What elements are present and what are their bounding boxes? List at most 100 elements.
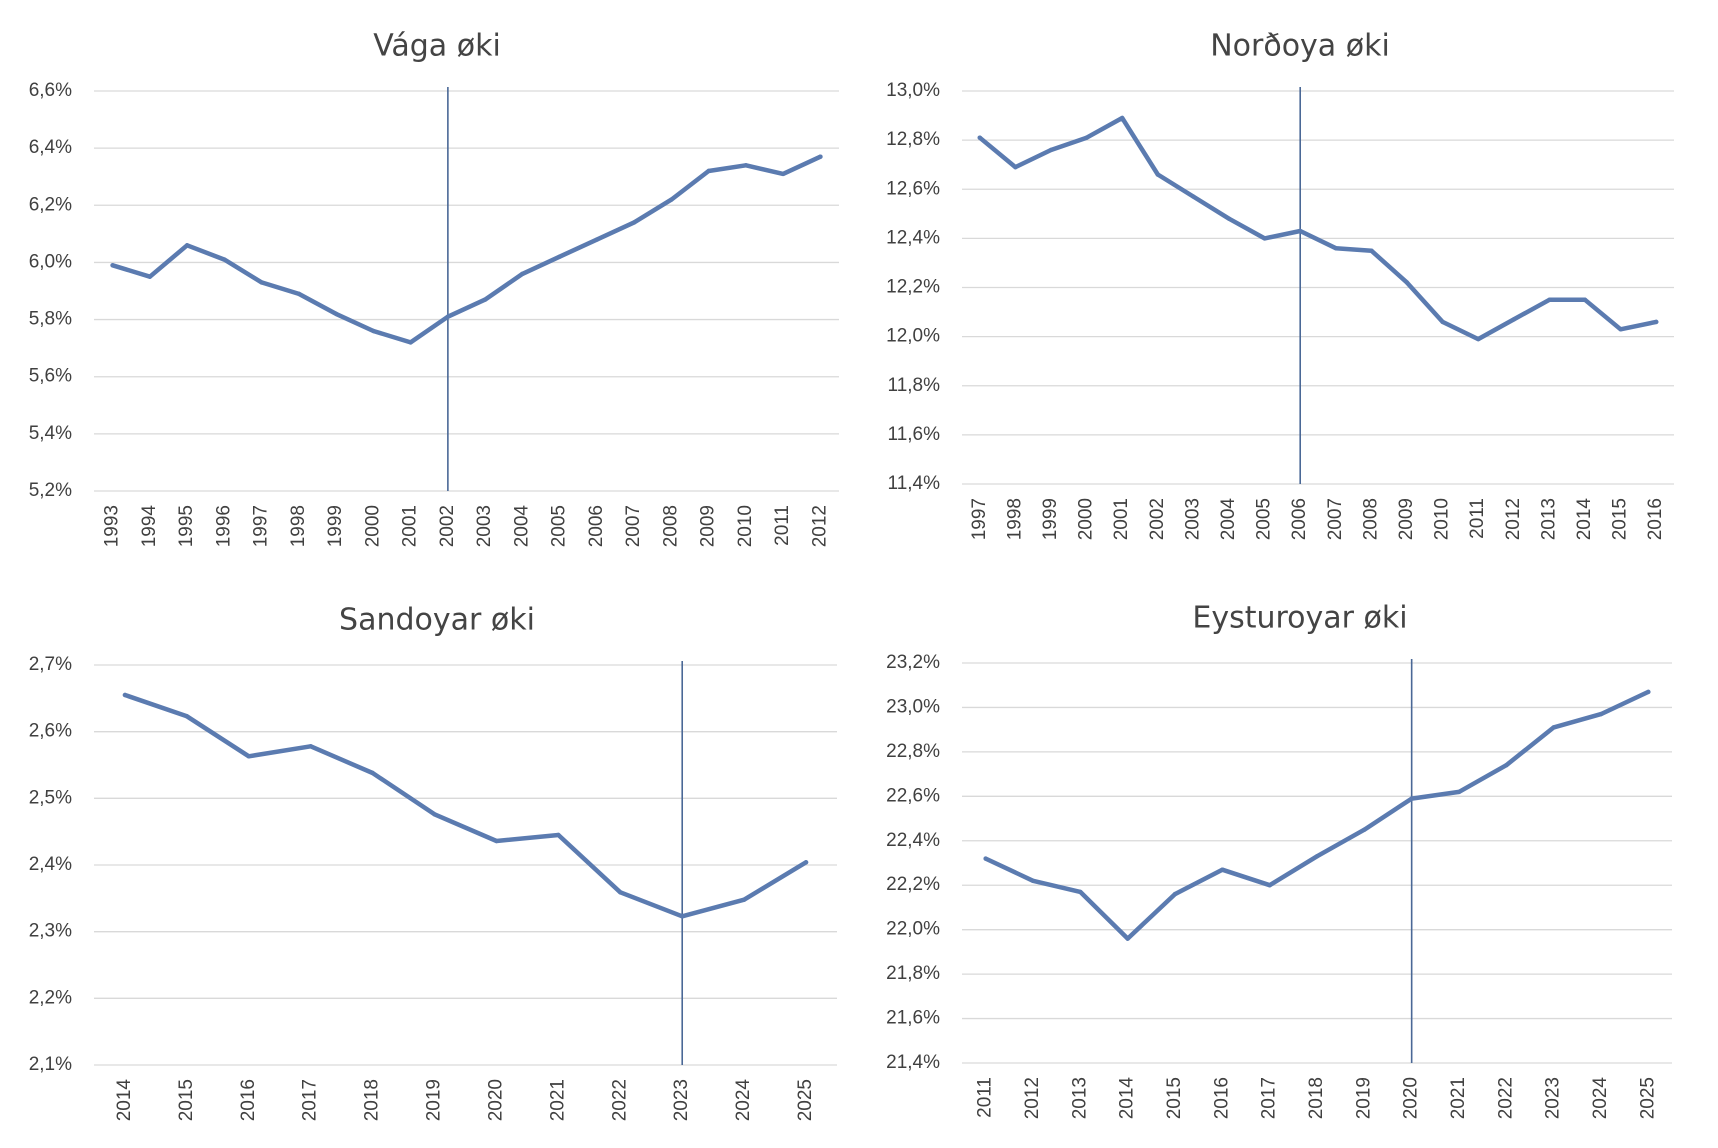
- y-tick-label: 11,8%: [888, 375, 941, 396]
- data-point: [1048, 147, 1054, 153]
- x-tick-label: 2001: [1111, 498, 1132, 540]
- y-tick-label: 12,0%: [886, 326, 940, 347]
- data-point: [556, 832, 561, 838]
- x-tick-label: 2011: [975, 1077, 996, 1118]
- x-tick-label: 2006: [1289, 498, 1310, 540]
- data-point: [1155, 172, 1160, 177]
- data-point: [1267, 883, 1272, 888]
- chart-nordoya-svg: Norðoya øki 13,0% 12,8% 12,6% 12,4% 12,2% 12,0…: [886, 29, 1674, 540]
- x-tick-label: 2023: [671, 1079, 692, 1121]
- x-tick-label: 1999: [1040, 498, 1061, 540]
- y-tick-label: 21,4%: [886, 1052, 940, 1073]
- y-tick-label: 2,5%: [29, 787, 72, 808]
- x-tick-label: 2014: [114, 1079, 135, 1122]
- x-tick-label: 2010: [735, 505, 756, 547]
- x-tick-label: 2019: [424, 1079, 445, 1121]
- data-point: [408, 340, 413, 345]
- y-tick-label: 21,8%: [886, 963, 940, 984]
- x-tick-label: 2005: [1254, 498, 1275, 540]
- y-tick-label: 11,6%: [888, 424, 941, 445]
- y-tick-label: 2,4%: [29, 854, 72, 875]
- x-tick-label: 2012: [1022, 1077, 1043, 1119]
- x-tick-label: 2005: [549, 505, 570, 547]
- series-line: [122, 692, 809, 919]
- series-line: [983, 689, 1651, 941]
- data-point: [370, 770, 375, 776]
- series-line: [977, 115, 1659, 342]
- y-tick-label: 2,6%: [29, 721, 72, 742]
- x-tick-label: 1994: [139, 505, 160, 548]
- y-tick-label: 2,1%: [29, 1054, 72, 1075]
- data-point: [780, 171, 786, 177]
- data-point: [743, 163, 749, 168]
- data-point: [1456, 789, 1462, 795]
- data-point: [147, 274, 153, 279]
- x-tick-label: 1997: [969, 498, 990, 540]
- x-tick-label: 2011: [772, 505, 793, 546]
- data-point: [222, 257, 227, 262]
- data-point: [1440, 319, 1445, 325]
- data-point: [1646, 689, 1651, 695]
- chart-eysturoyar: Eysturoyar øki 23,2% 23,0% 22,8% 22,6% 22,4% 2…: [859, 574, 1718, 1148]
- data-point: [296, 291, 302, 297]
- x-tick-label: 2015: [1164, 1077, 1185, 1119]
- x-tick-label: 2016: [1645, 498, 1666, 540]
- data-point: [371, 328, 376, 334]
- data-point: [977, 135, 982, 140]
- x-tick-label: 2010: [1432, 498, 1453, 540]
- y-tick-label: 23,2%: [886, 652, 940, 673]
- x-tick-label: 2014: [1117, 1077, 1138, 1120]
- x-tick-label: 2022: [1495, 1077, 1516, 1119]
- y-tick-label: 5,4%: [29, 423, 72, 444]
- data-point: [631, 220, 637, 225]
- x-tick-label: 2004: [511, 505, 532, 548]
- x-tick-label: 2001: [400, 505, 421, 547]
- chart-nordoya: Norðoya øki 13,0% 12,8% 12,6% 12,4% 12,2% 12,0…: [859, 0, 1718, 574]
- data-point: [669, 197, 674, 202]
- chart-eysturoyar-svg: Eysturoyar øki 23,2% 23,0% 22,8% 22,6% 22,4% 2…: [886, 601, 1672, 1120]
- y-tick-label: 6,4%: [29, 137, 72, 158]
- data-point: [1618, 327, 1623, 332]
- chart-title: Norðoya øki: [1210, 29, 1390, 64]
- data-point: [1120, 115, 1125, 121]
- y-tick-label: 22,2%: [886, 874, 940, 895]
- x-tick-label: 2003: [1182, 498, 1203, 540]
- y-tick-label: 6,6%: [29, 80, 72, 101]
- y-tick-label: 22,6%: [886, 785, 940, 806]
- x-tick-label: 2023: [1543, 1077, 1564, 1119]
- data-point: [1226, 216, 1232, 221]
- x-tick-label: 2020: [1401, 1077, 1422, 1119]
- data-point: [110, 263, 115, 268]
- x-tick-label: 2008: [660, 505, 681, 547]
- x-tick-label: 2009: [1396, 498, 1417, 540]
- y-tick-label: 21,6%: [886, 1008, 940, 1029]
- data-point: [259, 280, 264, 285]
- data-point: [184, 243, 190, 248]
- data-point: [1547, 297, 1552, 302]
- data-point: [122, 692, 128, 698]
- data-point: [1191, 194, 1196, 199]
- data-point: [1125, 936, 1130, 941]
- x-tick-label: 2013: [1069, 1077, 1090, 1119]
- y-tick-label: 5,8%: [29, 309, 72, 330]
- x-tick-label: 2011: [1467, 498, 1488, 539]
- data-point: [706, 168, 711, 174]
- data-point: [680, 914, 685, 919]
- y-tick-label: 2,3%: [29, 921, 72, 942]
- x-tick-label: 2002: [1147, 498, 1168, 540]
- x-tick-label: 2012: [1503, 498, 1524, 540]
- data-point: [1476, 336, 1481, 342]
- data-point: [1654, 319, 1659, 325]
- x-tick-label: 2015: [176, 1079, 197, 1121]
- series-line: [110, 154, 823, 345]
- data-point: [1172, 891, 1178, 897]
- y-tick-label: 2,7%: [29, 654, 72, 675]
- data-point: [594, 237, 600, 242]
- data-point: [1409, 796, 1414, 801]
- x-tick-label: 2016: [238, 1079, 259, 1121]
- data-point: [557, 254, 562, 259]
- chart-title: Vága øki: [373, 29, 501, 64]
- data-point: [1084, 135, 1089, 140]
- y-tick-label: 22,0%: [886, 919, 940, 940]
- data-point: [803, 860, 809, 865]
